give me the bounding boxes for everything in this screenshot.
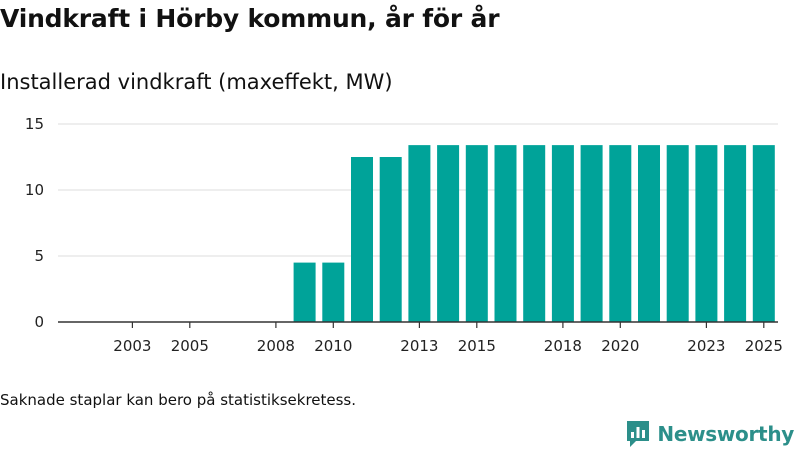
brand-name: Newsworthy [657,422,794,446]
bar-2010 [322,262,345,322]
bar-2019 [580,145,603,322]
bar-2009 [293,262,316,322]
bars [293,145,775,322]
x-tick-label-2003: 2003 [113,337,151,355]
bar-2016 [494,145,517,322]
bar-chart: 0 5 10 15 2003 2005 2008 2010 2013 2015 2018 2020 20… [25,115,783,355]
x-tick-label-2013: 2013 [400,337,438,355]
bar-2018 [551,145,574,322]
chart-title: Vindkraft i Hörby kommun, år för år [0,4,500,33]
bar-2012 [379,157,402,322]
chart-subtitle: Installerad vindkraft (maxeffekt, MW) [0,70,393,94]
bar-2023 [695,145,718,322]
x-tick-label-2010: 2010 [314,337,352,355]
newsworthy-logo-icon [627,421,650,447]
x-tick-label-2005: 2005 [171,337,209,355]
x-tick-label-2020: 2020 [601,337,639,355]
bar-2024 [724,145,747,322]
bar-2014 [437,145,460,322]
bar-2022 [666,145,689,322]
brand-logo: Newsworthy [625,419,794,449]
x-tick-label-2015: 2015 [458,337,496,355]
x-tick-label-2023: 2023 [687,337,725,355]
x-tick-label-2025: 2025 [745,337,783,355]
footnote: Saknade staplar kan bero på statistiksek… [0,391,357,409]
bar-2013 [408,145,431,322]
bar-2025 [752,145,775,322]
y-tick-label-15: 15 [25,115,44,133]
x-tick-label-2018: 2018 [544,337,582,355]
axes: 0 5 10 15 2003 2005 2008 2010 2013 2015 2018 2020 20… [25,115,783,355]
bar-2021 [638,145,660,322]
y-tick-label-0: 0 [34,313,44,331]
y-tick-label-5: 5 [34,247,44,265]
bar-2015 [465,145,488,322]
bar-2017 [523,145,546,322]
bar-2020 [609,145,632,322]
y-tick-label-10: 10 [25,181,44,199]
x-tick-label-2008: 2008 [257,337,295,355]
bar-2011 [351,157,373,322]
